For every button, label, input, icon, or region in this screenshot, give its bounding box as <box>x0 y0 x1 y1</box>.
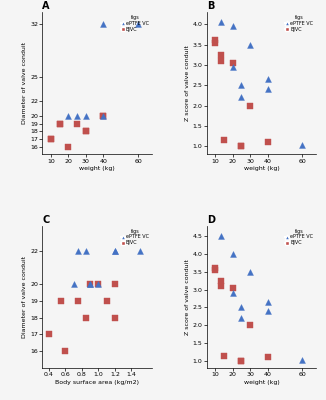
Y-axis label: Diameter of valve conduit: Diameter of valve conduit <box>22 42 27 124</box>
Point <box>112 281 117 288</box>
Point <box>239 315 244 321</box>
Legend: ePTFE VC, BJVC: ePTFE VC, BJVC <box>284 227 315 247</box>
Point <box>88 281 93 288</box>
Point <box>221 137 227 143</box>
Point <box>75 248 81 254</box>
Point <box>218 233 223 240</box>
Point <box>71 281 76 288</box>
Point <box>75 120 80 127</box>
Legend: ePTFE VC, BJVC: ePTFE VC, BJVC <box>120 227 151 247</box>
Point <box>83 314 89 321</box>
Point <box>239 358 244 364</box>
Point <box>300 142 305 149</box>
Point <box>218 19 223 25</box>
Point <box>213 267 218 273</box>
Point <box>247 41 253 48</box>
Point <box>300 357 305 363</box>
Point <box>239 94 244 101</box>
Point <box>88 281 93 288</box>
Point <box>66 144 71 150</box>
Point <box>112 248 117 254</box>
X-axis label: weight (kg): weight (kg) <box>244 166 279 171</box>
Point <box>83 128 88 134</box>
Point <box>265 139 270 145</box>
Point <box>265 299 270 305</box>
Point <box>239 143 244 150</box>
Point <box>218 52 223 58</box>
Point <box>230 64 235 70</box>
Point <box>101 113 106 119</box>
Legend: ePTFE VC, BJVC: ePTFE VC, BJVC <box>284 14 315 33</box>
Point <box>218 283 223 289</box>
Point <box>137 248 142 254</box>
Text: A: A <box>42 1 50 11</box>
Text: D: D <box>207 215 215 225</box>
Point <box>230 23 235 30</box>
Point <box>101 113 106 119</box>
Point <box>213 265 218 272</box>
Point <box>230 60 235 66</box>
Point <box>59 298 64 304</box>
Point <box>135 20 141 27</box>
X-axis label: Body surface area (kg/m2): Body surface area (kg/m2) <box>55 380 139 385</box>
Y-axis label: Z score of valve conduit: Z score of valve conduit <box>185 259 190 335</box>
Point <box>230 285 235 291</box>
Point <box>83 248 89 254</box>
Point <box>46 331 52 338</box>
Point <box>75 298 81 304</box>
Point <box>57 120 62 127</box>
Point <box>57 120 62 127</box>
Point <box>230 290 235 296</box>
Point <box>247 322 253 328</box>
Point <box>112 248 117 254</box>
Point <box>63 348 68 354</box>
Point <box>239 358 244 364</box>
Point <box>265 76 270 82</box>
Point <box>221 352 227 359</box>
Point <box>247 269 253 275</box>
Point <box>247 102 253 109</box>
X-axis label: weight (kg): weight (kg) <box>79 166 115 171</box>
Text: B: B <box>207 1 214 11</box>
Point <box>239 304 244 311</box>
Point <box>218 58 223 64</box>
Point <box>75 113 80 119</box>
Point <box>83 113 88 119</box>
Point <box>101 20 106 27</box>
Point <box>104 298 109 304</box>
Point <box>96 281 101 288</box>
Point <box>213 39 218 46</box>
Y-axis label: Z score of valve conduit: Z score of valve conduit <box>185 45 190 121</box>
Point <box>213 37 218 44</box>
Point <box>265 308 270 314</box>
Text: C: C <box>42 215 50 225</box>
Point <box>49 136 54 142</box>
Point <box>101 113 106 119</box>
Point <box>96 281 101 288</box>
Point <box>66 113 71 119</box>
Point <box>239 82 244 88</box>
Y-axis label: Diameter of valve conduit: Diameter of valve conduit <box>22 256 27 338</box>
Point <box>49 136 54 142</box>
Point <box>265 86 270 92</box>
X-axis label: weight (kg): weight (kg) <box>244 380 279 385</box>
Point <box>83 128 88 134</box>
Legend: ePTFE VC, BJVC: ePTFE VC, BJVC <box>120 14 151 33</box>
Point <box>265 354 270 360</box>
Point <box>218 278 223 284</box>
Point <box>239 143 244 150</box>
Point <box>230 251 235 257</box>
Point <box>88 281 93 288</box>
Point <box>112 314 117 321</box>
